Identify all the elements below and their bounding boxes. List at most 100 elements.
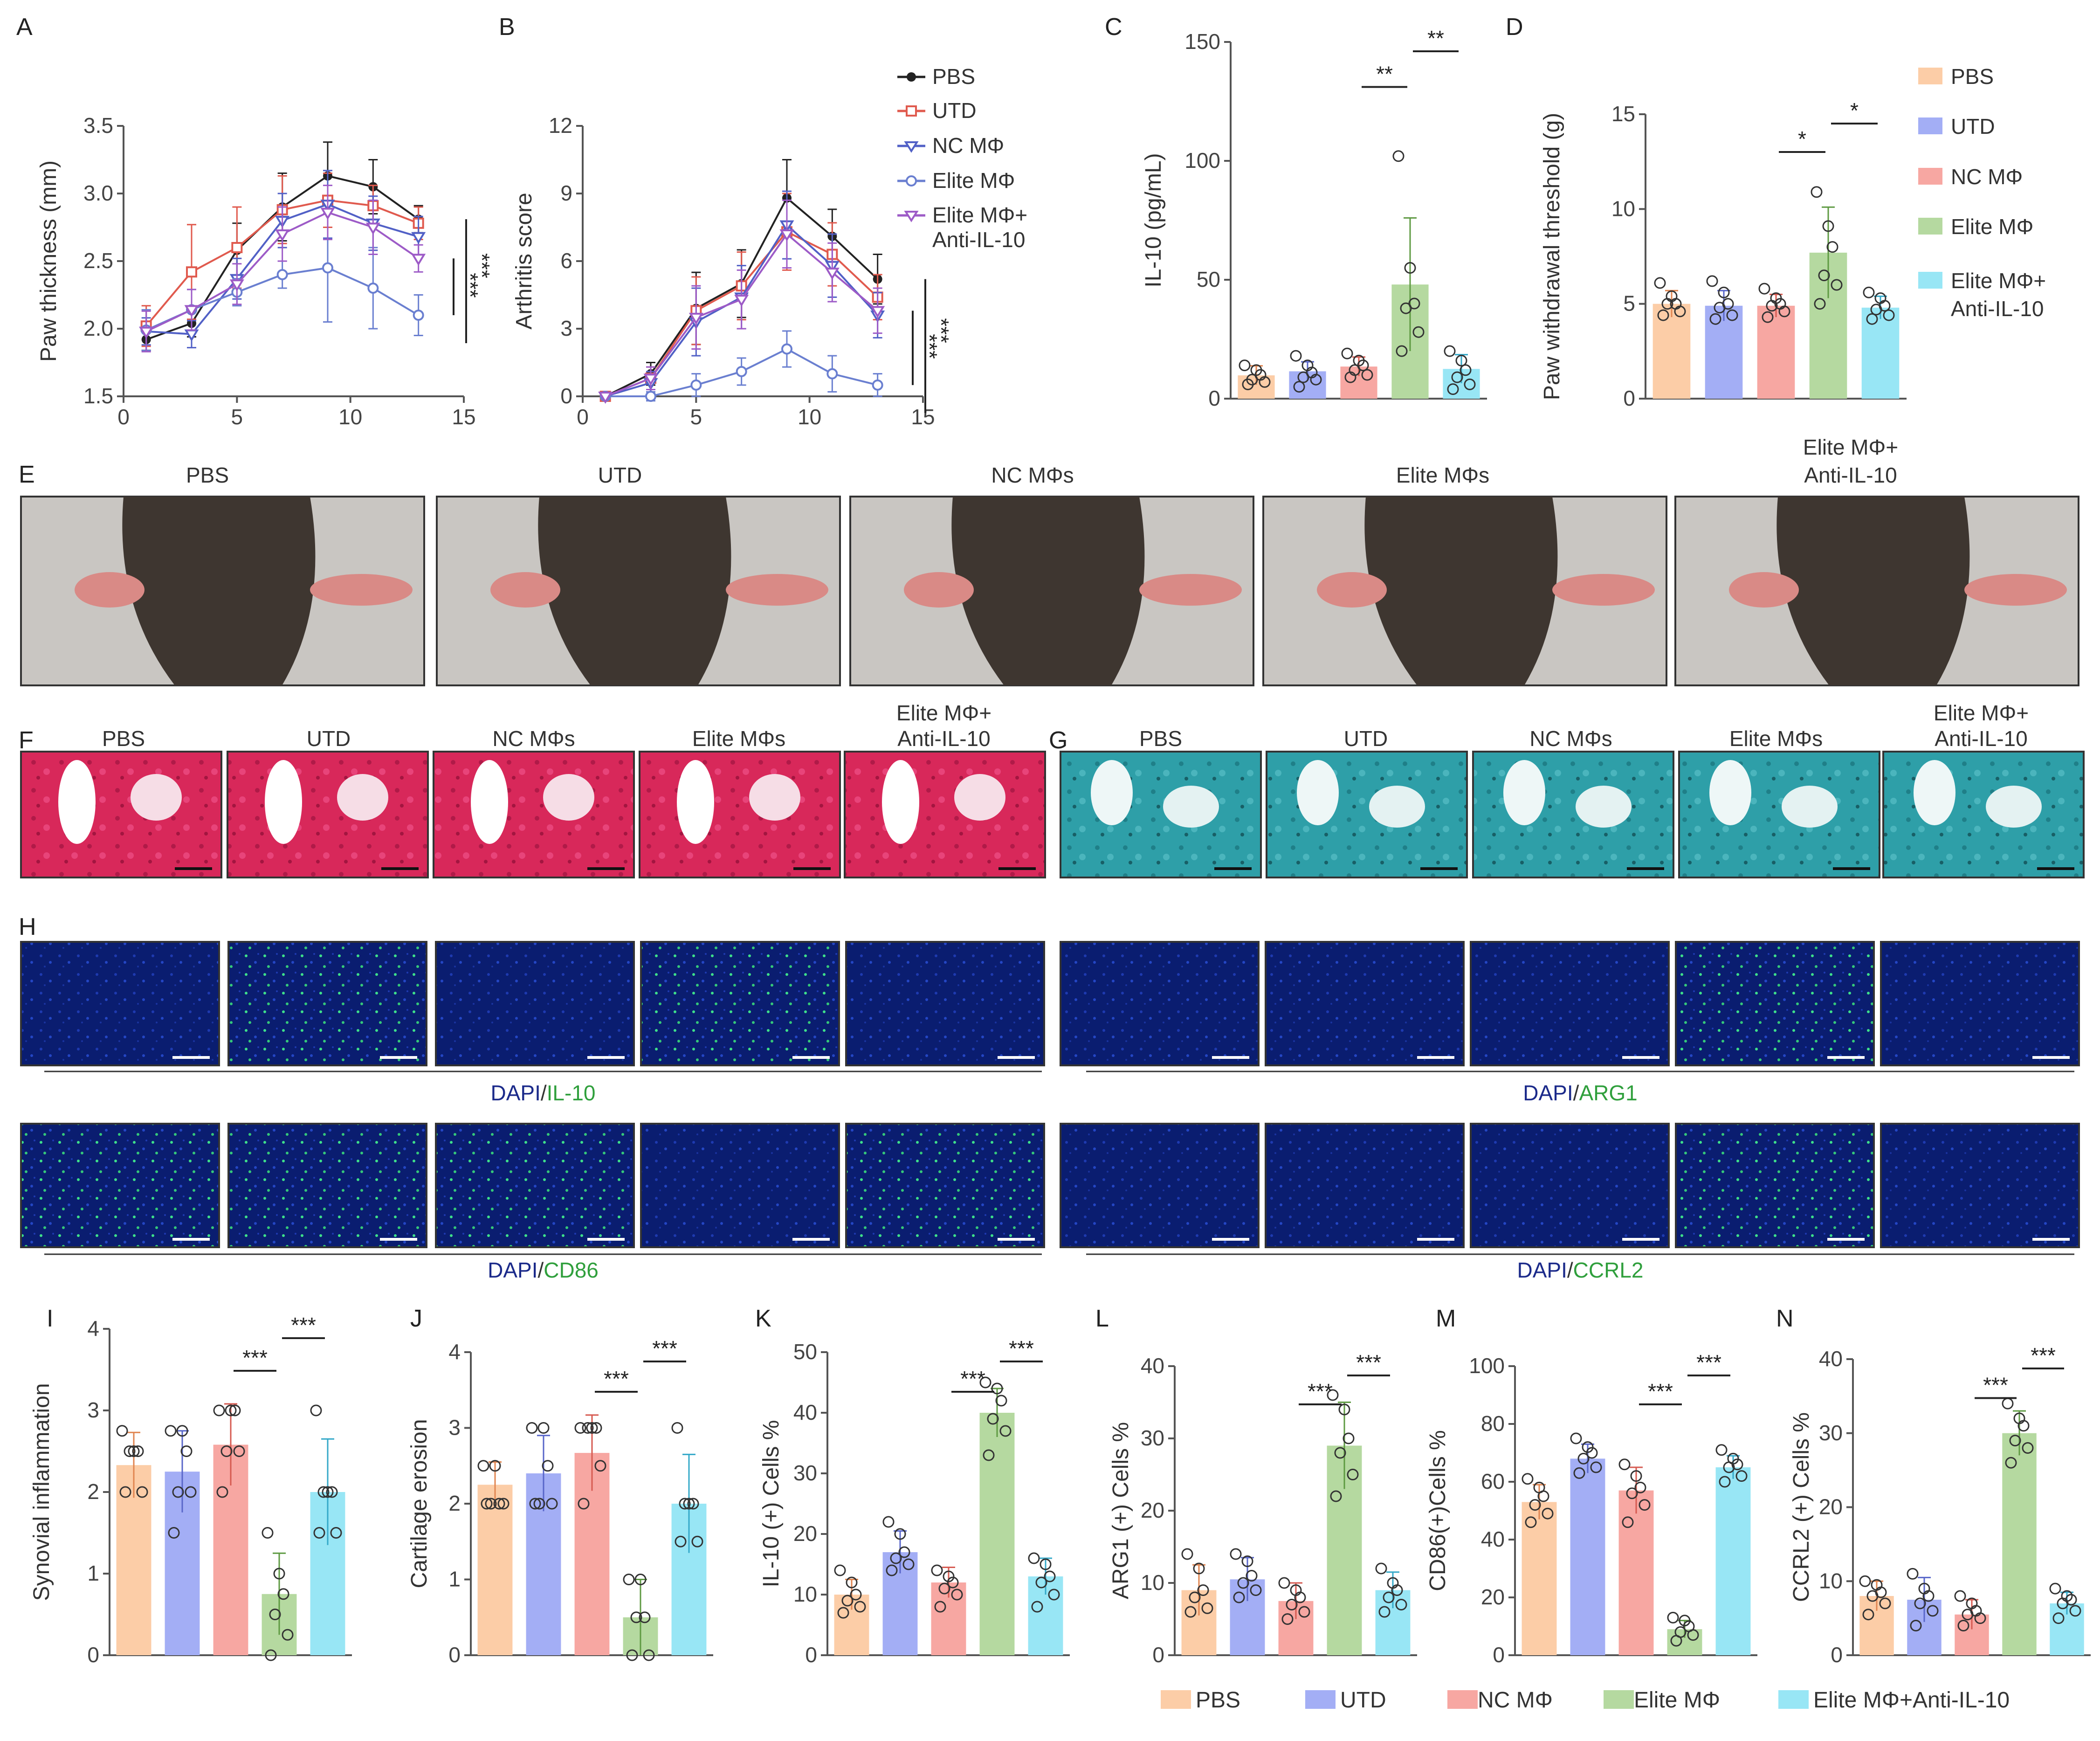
saf-label-eliteanti-2: Anti-IL-10 [1935, 726, 2027, 751]
scatter-point [1866, 313, 1878, 325]
chart-J: 0 1 2 3 4 Cartilage erosion *** *** [407, 1336, 713, 1667]
scatter-point [180, 1445, 193, 1457]
scatter-point [1387, 1577, 1399, 1589]
y-tick-label: 2.0 [83, 316, 113, 340]
scatter-point [902, 1558, 915, 1570]
scatter-point [1525, 1516, 1537, 1528]
bone-space [1503, 760, 1545, 825]
data-point [184, 305, 199, 318]
scatter-point [1542, 1507, 1554, 1520]
sig-label: *** [291, 1313, 316, 1337]
y-tick-label: 0 [560, 384, 572, 408]
scatter-point [1375, 1562, 1387, 1575]
data-point [184, 329, 199, 342]
data-point [690, 379, 702, 391]
chart-A: 1.5 2.0 2.5 3.0 3.5 Paw thickness (mm) 0 5 10 15 *… [36, 113, 494, 429]
scatter-point [2005, 1457, 2017, 1469]
scatter-point [1031, 1601, 1043, 1613]
scatter-point [1914, 1597, 1926, 1610]
scatter-point [1618, 1458, 1631, 1471]
y-tick-label: 40 [1481, 1527, 1505, 1551]
x-tick-label: 5 [690, 405, 702, 429]
if-label-dapi-2: DAPI [1523, 1081, 1573, 1105]
if-image [1060, 941, 1260, 1066]
scatter-point [1197, 1584, 1209, 1596]
he-frame [433, 751, 635, 878]
panel-letter-B: B [499, 14, 515, 41]
if-frame [1060, 1123, 1260, 1248]
scatter-point [934, 1601, 946, 1613]
scatter-point [546, 1498, 558, 1510]
scatter-point [2052, 1612, 2065, 1624]
bone-space [471, 760, 508, 844]
scatter-point [943, 1570, 955, 1582]
scatter-point [2049, 1582, 2061, 1595]
scatter-point [1412, 326, 1425, 338]
y-tick-label: 50 [793, 1340, 817, 1364]
if-image [1470, 941, 1670, 1066]
chart-D: 0 5 10 15 Paw withdrawal threshold (g) * * [1540, 98, 1907, 410]
if-label-il10: IL-10 [547, 1081, 596, 1105]
if-frame [1265, 941, 1465, 1066]
safranin-image [1266, 751, 1468, 878]
y-tick-label: 2 [87, 1479, 99, 1504]
scatter-point [1298, 1606, 1310, 1618]
scatter-point [979, 1376, 991, 1389]
scatter-point [1378, 1606, 1391, 1618]
scatter-point [834, 1564, 846, 1576]
scatter-point [1758, 283, 1770, 295]
chart-C: 0 50 100 150 IL-10 (pg/mL) ** ** [1141, 26, 1487, 410]
scatter-point [185, 1486, 197, 1498]
scatter-point [687, 1498, 699, 1510]
scatter-point [634, 1574, 647, 1585]
scatter-point [265, 1649, 277, 1661]
safranin-frame [1266, 751, 1468, 878]
scatter-point [529, 1498, 541, 1510]
he-label-eliteanti-2: Anti-IL-10 [897, 726, 990, 751]
y-tick-label: 3 [87, 1398, 99, 1422]
scatter-point [1408, 297, 1420, 310]
scatter-point [1871, 1579, 1883, 1591]
scatter-point [168, 1527, 180, 1539]
scale-bar [172, 1238, 210, 1241]
y-tick-label: 3 [560, 316, 572, 340]
if-image [1675, 941, 1875, 1066]
scatter-point [1334, 1447, 1346, 1459]
scatter-point [1293, 381, 1305, 393]
saf-label-eliteanti-1: Elite MΦ+ [1934, 701, 2029, 725]
scatter-point [1250, 364, 1262, 376]
scatter-point [128, 1445, 140, 1457]
scatter-point [1683, 1620, 1695, 1632]
he-label-elite: Elite MΦs [692, 726, 785, 751]
left-paw [1729, 572, 1799, 608]
y-axis-label: Synovial inflammation [29, 1383, 54, 1601]
scatter-point [995, 1395, 1007, 1407]
y-tick-label: 30 [1819, 1421, 1843, 1445]
if-image [20, 941, 220, 1066]
scatter-point [1233, 1591, 1245, 1603]
scatter-point [1241, 1555, 1253, 1567]
mouse-photo [1674, 496, 2079, 686]
y-tick-label: 0 [448, 1643, 461, 1667]
y-tick-label: 0 [1623, 386, 1635, 410]
safranin-frame [1060, 751, 1262, 878]
svg-text:DAPI/CD86: DAPI/CD86 [488, 1258, 599, 1282]
legend-bottom-eliteanti: Elite MΦ+Anti-IL-10 [1813, 1688, 2010, 1713]
safranin-image [1060, 751, 1262, 878]
y-tick-label: 12 [549, 113, 572, 138]
scatter-point [262, 1527, 274, 1539]
scatter-point [1237, 1577, 1249, 1589]
if-label-dapi-1: DAPI [490, 1081, 540, 1105]
scatter-point [1586, 1447, 1598, 1459]
scatter-point [1818, 269, 1830, 282]
sig-label: ** [1376, 62, 1393, 86]
scale-bar [172, 1056, 210, 1059]
scatter-point [679, 1498, 691, 1510]
photo-label-utd: UTD [598, 463, 642, 487]
scale-bar [381, 867, 419, 870]
scatter-point [1290, 350, 1302, 362]
if-image [1880, 941, 2080, 1066]
mouse-photo [849, 496, 1254, 686]
scatter-point [1341, 347, 1353, 359]
scatter-point [1286, 1599, 1298, 1610]
